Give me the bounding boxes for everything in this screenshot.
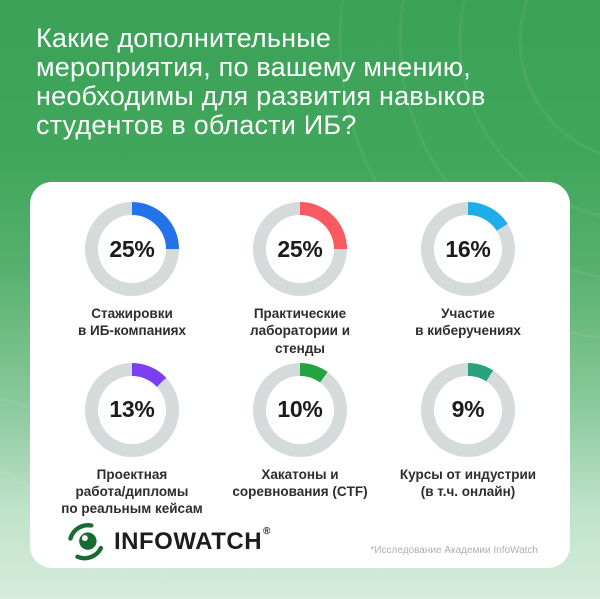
registered-trademark-symbol: ® xyxy=(263,526,271,538)
title-line-1: Какие дополнительные xyxy=(36,23,332,53)
results-card: 25% Стажировки в ИБ-компаниях 25% Практичес… xyxy=(30,182,570,568)
donut-value-6: 9% xyxy=(451,396,485,423)
donut-hole-3: 16% xyxy=(434,215,502,283)
page-title: Какие дополнительные мероприятия, по ваш… xyxy=(36,24,576,140)
donut-value-3: 16% xyxy=(445,235,491,262)
donut-chart-6: 9% xyxy=(421,362,515,457)
title-line-2: мероприятия, по вашему мнению, xyxy=(36,52,471,82)
donut-cell-3: 16% Участие в киберучениях xyxy=(384,202,552,357)
donut-hole-5: 10% xyxy=(266,375,334,444)
donut-value-1: 25% xyxy=(109,235,155,262)
donut-chart-2: 25% xyxy=(253,202,347,296)
donut-label-5: Хакатоны и соревнования (CTF) xyxy=(232,466,368,500)
title-line-3: необходимы для развития навыков xyxy=(36,81,486,111)
donut-cell-2: 25% Практические лаборатории и стенды xyxy=(216,202,384,357)
donut-hole-4: 13% xyxy=(98,375,166,444)
infowatch-logo: INFOWATCH® xyxy=(66,522,271,562)
title-line-4: студентов в области ИБ? xyxy=(36,110,357,140)
donut-cell-1: 25% Стажировки в ИБ-компаниях xyxy=(48,202,216,357)
donut-hole-2: 25% xyxy=(266,215,334,283)
donut-hole-6: 9% xyxy=(434,375,502,444)
logo-brand-text: INFOWATCH xyxy=(114,527,263,555)
donut-hole-1: 25% xyxy=(98,215,166,283)
donut-cell-4: 13% Проектная работа/дипломы по реальным … xyxy=(48,362,216,518)
donut-value-5: 10% xyxy=(277,396,323,423)
donut-grid: 25% Стажировки в ИБ-компаниях 25% Практичес… xyxy=(48,202,552,518)
donut-cell-5: 10% Хакатоны и соревнования (CTF) xyxy=(216,362,384,518)
donut-label-3: Участие в киберучениях xyxy=(415,306,521,339)
donut-value-4: 13% xyxy=(109,396,155,423)
donut-label-2: Практические лаборатории и стенды xyxy=(250,306,350,356)
donut-chart-1: 25% xyxy=(85,202,179,296)
donut-label-1: Стажировки в ИБ-компаниях xyxy=(77,306,187,339)
infowatch-eye-icon xyxy=(68,522,104,560)
donut-cell-6: 9% Курсы от индустрии (в т.ч. онлайн) xyxy=(384,362,552,518)
source-footnote: *Исследование Академии InfoWatch xyxy=(370,544,538,556)
card-footer: INFOWATCH® *Исследование Академии InfoWa… xyxy=(48,518,552,572)
donut-value-2: 25% xyxy=(277,235,323,262)
donut-chart-5: 10% xyxy=(253,362,347,457)
donut-chart-3: 16% xyxy=(421,202,515,296)
donut-chart-4: 13% xyxy=(85,362,179,457)
donut-label-6: Курсы от индустрии (в т.ч. онлайн) xyxy=(399,466,537,500)
donut-label-4: Проектная работа/дипломы по реальным кей… xyxy=(61,466,203,517)
